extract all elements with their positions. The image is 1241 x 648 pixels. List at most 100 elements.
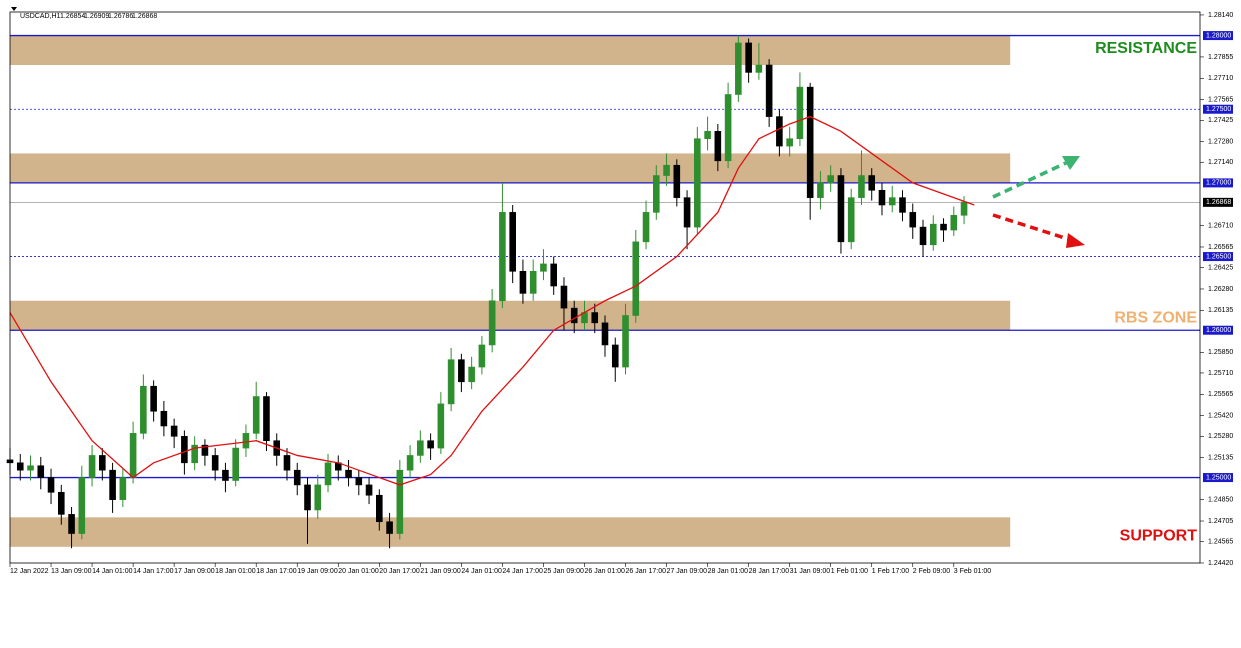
zone xyxy=(10,517,1011,547)
y-tick-label: 1.27140 xyxy=(1208,159,1233,166)
candle-body xyxy=(222,469,229,481)
y-tick-label: 1.24705 xyxy=(1208,518,1233,525)
candle-body xyxy=(540,263,547,272)
candle-body xyxy=(242,433,250,449)
candle-body xyxy=(478,344,486,368)
x-tick-label: 26 Jan 01:00 xyxy=(584,568,625,575)
x-tick-label: 17 Jan 09:00 xyxy=(174,568,215,575)
x-tick-label: 26 Jan 17:00 xyxy=(626,568,667,575)
y-tick-label: 1.27855 xyxy=(1208,54,1233,61)
y-tick-label: 1.25565 xyxy=(1208,391,1233,398)
candle-body xyxy=(160,410,168,427)
candle-body xyxy=(509,212,516,272)
candle-body xyxy=(570,307,578,324)
candle-body xyxy=(263,396,270,442)
y-tick-label: 1.26280 xyxy=(1208,286,1233,293)
y-tick-label: 1.26135 xyxy=(1208,307,1233,314)
level-label-box xyxy=(1203,31,1233,41)
y-tick-label: 1.26710 xyxy=(1208,222,1233,229)
candle-body xyxy=(899,197,906,213)
candle-body xyxy=(683,197,691,228)
arrow-up-head xyxy=(1062,156,1080,170)
x-tick-label: 18 Jan 01:00 xyxy=(215,568,256,575)
x-tick-label: 28 Jan 01:00 xyxy=(708,568,749,575)
x-tick-label: 3 Feb 01:00 xyxy=(954,568,991,575)
candle-body xyxy=(386,521,393,534)
level-label-box xyxy=(1203,473,1233,483)
candle-body xyxy=(694,138,701,228)
candle-body xyxy=(765,64,773,117)
candle-body xyxy=(252,396,260,434)
x-tick-label: 21 Jan 09:00 xyxy=(420,568,461,575)
candle-body xyxy=(950,215,958,231)
arrow-up-line xyxy=(992,160,1069,199)
candle-body xyxy=(919,226,927,246)
candle-body xyxy=(488,300,496,346)
candle-body xyxy=(652,175,660,213)
x-tick-label: 24 Jan 01:00 xyxy=(461,568,502,575)
candle-body xyxy=(47,477,55,493)
x-tick-label: 19 Jan 09:00 xyxy=(297,568,338,575)
y-tick-label: 1.28140 xyxy=(1208,12,1233,19)
candle-body xyxy=(888,197,896,206)
candle-body xyxy=(119,477,127,500)
candle-body xyxy=(99,455,106,471)
candle-body xyxy=(68,514,75,534)
candle-body xyxy=(396,469,404,534)
level-label-box xyxy=(1203,252,1233,262)
candle-body xyxy=(406,455,414,471)
annotation: RESISTANCE xyxy=(1095,40,1197,57)
candle-body xyxy=(940,223,947,231)
candle-body xyxy=(293,469,301,486)
candle-body xyxy=(868,175,876,191)
zone xyxy=(10,35,1011,66)
annotation: SUPPORT xyxy=(1120,528,1198,545)
x-tick-label: 14 Jan 01:00 xyxy=(92,568,133,575)
y-tick-label: 1.27425 xyxy=(1208,117,1233,124)
candle-body xyxy=(57,491,65,515)
candle-body xyxy=(622,315,629,368)
candle-body xyxy=(642,212,650,243)
candle-body xyxy=(437,403,445,449)
candle-body xyxy=(550,263,558,287)
y-tick-label: 1.25135 xyxy=(1208,455,1233,462)
candle-body xyxy=(458,359,465,383)
candle-body xyxy=(529,270,537,294)
candle-body xyxy=(817,182,824,198)
candle-body xyxy=(129,433,137,478)
candle-body xyxy=(806,86,814,198)
y-tick-label: 1.25420 xyxy=(1208,413,1233,420)
candle-body xyxy=(519,270,527,294)
header-high: 1.26909 xyxy=(84,13,109,20)
candle-body xyxy=(847,197,855,243)
x-tick-label: 28 Jan 17:00 xyxy=(749,568,790,575)
symbol: USDCAD,H1 xyxy=(20,13,61,20)
candle-body xyxy=(417,440,424,456)
candle-body xyxy=(170,425,178,437)
candle-body xyxy=(355,477,363,486)
plot-frame xyxy=(9,11,1201,564)
candle-body xyxy=(427,440,434,449)
level-label: 1.26000 xyxy=(1206,327,1231,334)
candle-body xyxy=(365,484,373,496)
candle-body xyxy=(837,175,845,243)
candle-body xyxy=(324,462,332,486)
candle-body xyxy=(704,131,711,140)
candle-body xyxy=(878,189,886,206)
candle-body xyxy=(858,175,865,198)
candle-body xyxy=(211,455,219,471)
header-close: 1.26868 xyxy=(132,13,157,20)
level-label: 1.27000 xyxy=(1206,180,1231,187)
annotation: RBS ZONE xyxy=(1114,310,1197,327)
moving-average xyxy=(9,115,975,486)
candle-body xyxy=(560,285,568,309)
level-label: 1.26500 xyxy=(1206,253,1231,260)
y-tick-label: 1.24850 xyxy=(1208,496,1233,503)
x-tick-label: 12 Jan 2022 xyxy=(10,568,49,575)
candle-body xyxy=(601,322,609,346)
zone xyxy=(10,300,1011,331)
candle-body xyxy=(140,385,147,434)
header-low: 1.26786 xyxy=(108,13,133,20)
